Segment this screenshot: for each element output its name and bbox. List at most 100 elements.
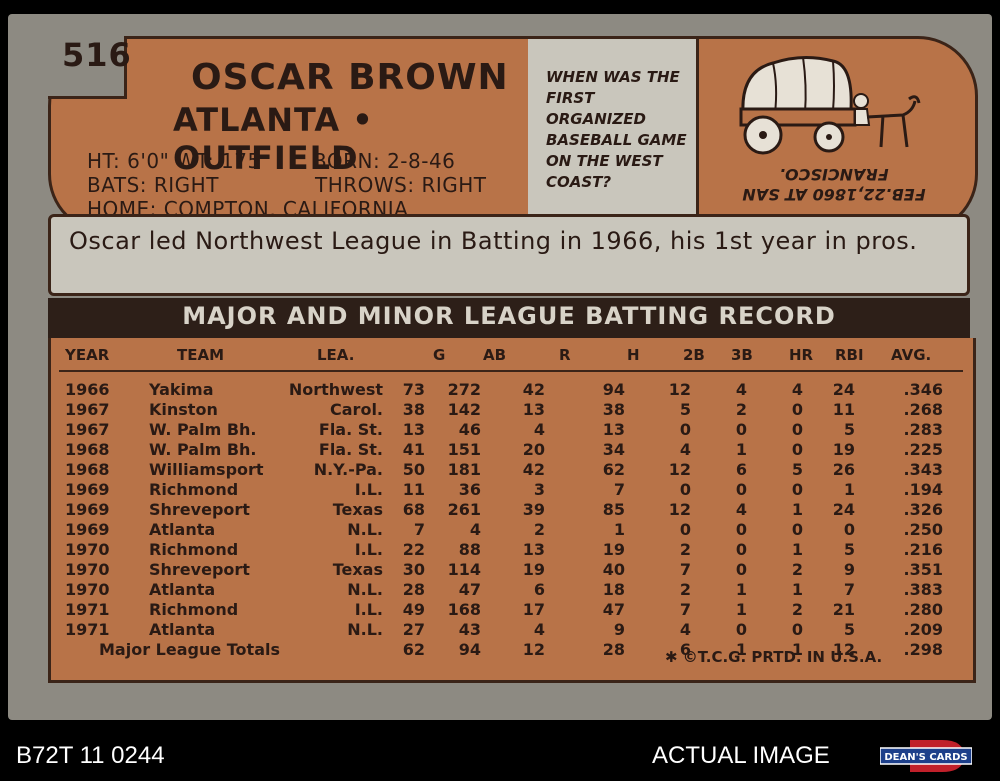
table-cell: 1968 — [65, 460, 110, 479]
table-cell: Yakima — [149, 380, 214, 399]
table-cell: 13 — [522, 400, 545, 419]
table-cell: 1969 — [65, 480, 110, 499]
table-cell: 1 — [735, 600, 747, 619]
table-cell: 0 — [735, 520, 747, 539]
table-cell: 1968 — [65, 440, 110, 459]
totals-cell: 1 — [791, 640, 803, 659]
table-cell: 261 — [447, 500, 481, 519]
record-header: MAJOR AND MINOR LEAGUE BATTING RECORD — [48, 298, 970, 338]
table-cell: 73 — [402, 380, 425, 399]
table-cell: 0 — [735, 620, 747, 639]
table-cell: 0 — [791, 440, 803, 459]
col-avg: AVG. — [891, 346, 932, 364]
table-cell: 18 — [602, 580, 625, 599]
svg-text:DEAN'S CARDS: DEAN'S CARDS — [884, 752, 967, 763]
table-cell: 0 — [735, 420, 747, 439]
inventory-code: B72T 11 0244 — [16, 742, 165, 769]
table-cell: 1970 — [65, 580, 110, 599]
table-cell: 0 — [735, 540, 747, 559]
team-position: ATLANTA • OUTFIELD — [173, 101, 374, 177]
table-cell: 4 — [791, 380, 803, 399]
table-cell: 181 — [447, 460, 481, 479]
table-cell: 1969 — [65, 500, 110, 519]
table-cell: 1 — [791, 500, 803, 519]
table-cell: 0 — [791, 520, 803, 539]
table-cell: .351 — [903, 560, 943, 579]
col-hr: HR — [789, 346, 814, 364]
table-cell: 1971 — [65, 600, 110, 619]
table-cell: 34 — [602, 440, 625, 459]
table-cell: 0 — [735, 480, 747, 499]
table-cell: 50 — [402, 460, 425, 479]
table-cell: Carol. — [330, 400, 383, 419]
table-row: 1971 Richmond I.L. 49 168 17 47 7 1 2 21 .280 — [51, 600, 973, 620]
table-cell: .225 — [903, 440, 943, 459]
table-cell: 21 — [832, 600, 855, 619]
table-cell: 0 — [791, 420, 803, 439]
table-cell: 3 — [533, 480, 545, 499]
table-cell: Texas — [332, 500, 383, 519]
table-cell: 5 — [843, 620, 855, 639]
copyright-line: ✱ ©T.C.G. PRTD. IN U.S.A. — [665, 648, 883, 666]
table-cell: 94 — [602, 380, 625, 399]
col-3b: 3B — [731, 346, 753, 364]
table-cell: 20 — [522, 440, 545, 459]
table-cell: 2 — [533, 520, 545, 539]
height-weight: HT: 6'0" WT: 175 — [87, 149, 261, 173]
table-cell: 1 — [613, 520, 625, 539]
table-cell: 12 — [668, 500, 691, 519]
totals-cell: 1 — [735, 640, 747, 659]
table-cell: 168 — [447, 600, 481, 619]
table-cell: 272 — [447, 380, 481, 399]
table-cell: .343 — [903, 460, 943, 479]
col-g: G — [433, 346, 446, 364]
col-r: R — [559, 346, 571, 364]
table-cell: 17 — [522, 600, 545, 619]
table-cell: 47 — [602, 600, 625, 619]
table-cell: Shreveport — [149, 560, 250, 579]
table-cell: Richmond — [149, 540, 239, 559]
table-cell: Northwest — [288, 380, 383, 399]
table-row: 1970 Atlanta N.L. 28 47 6 18 2 1 1 7 .383 — [51, 580, 973, 600]
table-cell: 0 — [679, 420, 691, 439]
table-cell: .216 — [903, 540, 943, 559]
col-year: YEAR — [65, 346, 110, 364]
table-cell: 2 — [791, 560, 803, 579]
table-cell: .346 — [903, 380, 943, 399]
table-cell: 88 — [458, 540, 481, 559]
table-cell: 47 — [458, 580, 481, 599]
table-cell: 11 — [832, 400, 855, 419]
table-cell: 0 — [843, 520, 855, 539]
table-cell: 9 — [613, 620, 625, 639]
table-cell: 7 — [413, 520, 425, 539]
table-cell: 0 — [791, 620, 803, 639]
col-rbi: RBI — [835, 346, 864, 364]
table-cell: 41 — [402, 440, 425, 459]
table-cell: 28 — [402, 580, 425, 599]
table-cell: N.L. — [347, 580, 383, 599]
throws: THROWS: RIGHT — [315, 173, 487, 197]
table-cell: 6 — [533, 580, 545, 599]
table-cell: Fla. St. — [318, 420, 383, 439]
table-cell: Richmond — [149, 600, 239, 619]
table-cell: 22 — [402, 540, 425, 559]
col-ab: AB — [483, 346, 507, 364]
table-row: 1967 Kinston Carol. 38 142 13 38 5 2 0 11 .268 — [51, 400, 973, 420]
born-date: BORN: 2-8-46 — [313, 149, 456, 173]
totals-cell: 12 — [832, 640, 855, 659]
table-cell: 38 — [402, 400, 425, 419]
table-cell: 26 — [832, 460, 855, 479]
table-cell: 5 — [843, 540, 855, 559]
card-number-notch — [48, 36, 127, 99]
header-divider — [59, 370, 963, 372]
table-cell: 12 — [668, 460, 691, 479]
table-cell: 5 — [679, 400, 691, 419]
table-cell: 11 — [402, 480, 425, 499]
table-cell: 0 — [791, 400, 803, 419]
table-cell: Richmond — [149, 480, 239, 499]
table-cell: I.L. — [354, 540, 383, 559]
card-number: 516 — [62, 36, 132, 74]
totals-cell: .298 — [903, 640, 943, 659]
table-cell: 43 — [458, 620, 481, 639]
table-cell: I.L. — [354, 480, 383, 499]
